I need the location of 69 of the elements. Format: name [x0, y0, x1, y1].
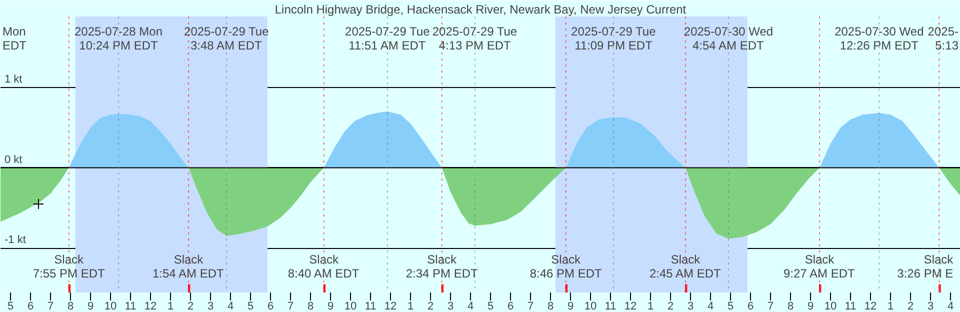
x-tick-label: 8: [547, 300, 554, 312]
x-tick-label: 9: [567, 300, 574, 312]
annotation: 2025- 5:13: [928, 24, 959, 52]
y-tick-label: 1 kt: [4, 73, 22, 86]
x-tick-label: 1: [647, 300, 654, 312]
x-tick-label: 12: [864, 300, 877, 312]
x-tick-label: 11: [604, 300, 616, 312]
y-tick-label: -1 kt: [4, 234, 26, 246]
x-tick-label: 11: [844, 300, 856, 312]
x-tick-label: 9: [327, 300, 334, 312]
ref-line-label: Slack 9:27 AM EDT: [783, 252, 856, 280]
ref-line-label: 2025-07-29 Tue 4:13 PM EDT: [432, 24, 518, 52]
x-tick-label: 10: [584, 300, 597, 312]
ref-line-label: 2025-07-29 Tue 3:48 AM EDT: [184, 24, 270, 52]
x-tick-label: 8: [787, 300, 794, 312]
ref-line-label: Slack 1:54 AM EDT: [152, 252, 225, 280]
ref-line-label: 2025-07-29 Tue 11:09 PM EDT: [571, 24, 656, 52]
x-tick-label: 2: [427, 300, 434, 312]
x-tick-label: 9: [87, 300, 94, 312]
x-tick-label: 6: [747, 300, 754, 312]
ref-line-label: Slack 3:26 PM E: [897, 252, 954, 280]
x-tick-label: 6: [27, 300, 34, 312]
x-tick-label: 2: [907, 300, 914, 312]
x-tick-label: 5: [247, 300, 254, 312]
x-tick-label: 6: [267, 300, 274, 312]
ref-line-label: 2025-07-30 Wed 12:26 PM EDT: [834, 24, 924, 52]
ref-line-label: 2025-07-30 Wed 4:54 AM EDT: [684, 24, 774, 52]
x-tick-label: 3: [207, 300, 214, 312]
x-tick-label: 10: [824, 300, 837, 312]
ref-line-label: 2025-07-28 Mon 10:24 PM EDT: [74, 24, 163, 52]
x-tick-label: 1: [167, 300, 174, 312]
ref-line-label: Slack 2:45 AM EDT: [649, 252, 722, 280]
x-tick-label: 3: [687, 300, 694, 312]
ref-line-label: Slack 2:34 PM EDT: [406, 252, 479, 280]
x-tick-label: 4: [467, 300, 474, 312]
x-tick-label: 12: [624, 300, 637, 312]
x-tick-label: 10: [344, 300, 357, 312]
x-tick-label: 7: [47, 300, 54, 312]
x-tick-label: 5: [727, 300, 734, 312]
ref-line-label: Slack 8:46 PM EDT: [530, 252, 603, 280]
x-tick-label: 1: [887, 300, 894, 312]
ref-line-label: 2025-07-29 Tue 11:51 AM EDT: [345, 24, 430, 52]
x-tick-label: 11: [364, 300, 376, 312]
x-tick-label: 1: [407, 300, 414, 312]
x-tick-label: 8: [67, 300, 74, 312]
x-tick-label: 12: [144, 300, 157, 312]
x-tick-label: 7: [767, 300, 774, 312]
x-tick-label: 11: [124, 300, 136, 312]
x-tick-label: 10: [104, 300, 117, 312]
x-tick-label: 7: [287, 300, 294, 312]
x-tick-label: 2: [187, 300, 194, 312]
ref-line-label: Slack 8:40 AM EDT: [288, 252, 360, 280]
x-tick-label: 5: [487, 300, 494, 312]
x-tick-label: 4: [227, 300, 234, 312]
x-tick-label: 4: [947, 300, 954, 312]
x-tick-label: 6: [507, 300, 514, 312]
chart-title: Lincoln Highway Bridge, Hackensack River, Newark Bay, New Jersey Current: [274, 2, 687, 16]
x-tick-label: 3: [927, 300, 934, 312]
y-tick-label: 0 kt: [4, 154, 22, 166]
x-tick-label: 5: [7, 300, 14, 312]
x-tick-label: 3: [447, 300, 454, 312]
annotation: Mon EDT: [2, 24, 28, 52]
x-tick-label: 2: [667, 300, 674, 312]
x-tick-label: 7: [527, 300, 534, 312]
x-tick-label: 9: [807, 300, 814, 312]
ref-line-label: Slack 7:55 PM EDT: [32, 252, 106, 280]
x-tick-label: 8: [307, 300, 314, 312]
x-tick-label: 12: [384, 300, 397, 312]
x-tick-label: 4: [707, 300, 714, 312]
